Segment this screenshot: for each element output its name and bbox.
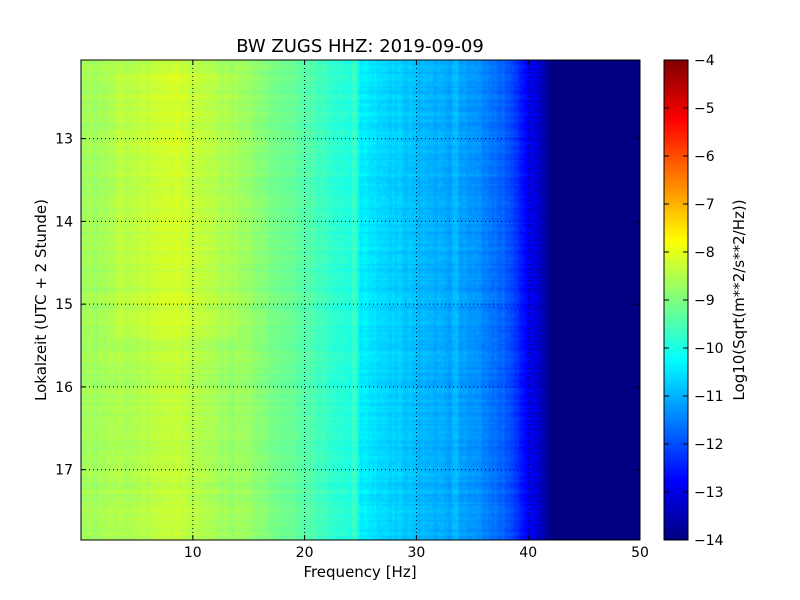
colorbar: −4 −5 −6 −7 −8 −9 −10 −11 −12 −13 −14	[663, 53, 724, 549]
colorbar-tick-label: −10	[694, 341, 724, 357]
x-axis-label: Frequency [Hz]	[303, 563, 416, 581]
colorbar-tick-label: −9	[694, 293, 715, 309]
chart-title: BW ZUGS HHZ: 2019-09-09	[236, 36, 484, 57]
plot-area: 10 20 30 40 50 13 14 15 16 17	[55, 59, 649, 561]
x-tick-label: 20	[296, 545, 314, 561]
plot-frame	[80, 59, 641, 541]
colorbar-tick-label: −8	[694, 245, 715, 261]
y-tick-label: 16	[55, 380, 73, 396]
y-tick-label: 17	[55, 463, 73, 479]
y-axis-ticks: 13 14 15 16 17	[55, 132, 640, 479]
y-axis-label: Lokalzeit (UTC + 2 Stunde)	[32, 199, 50, 401]
colorbar-tick-label: −13	[694, 485, 724, 501]
colorbar-tick-label: −11	[694, 389, 724, 405]
colorbar-tick-label: −7	[694, 197, 715, 213]
colorbar-tick-label: −4	[694, 53, 715, 69]
x-axis-ticks: 10 20 30 40 50	[184, 60, 649, 561]
y-tick-label: 13	[55, 132, 73, 148]
colorbar-label: Log10(Sqrt(m**2/s**2/Hz))	[730, 199, 748, 400]
x-tick-label: 10	[184, 545, 202, 561]
x-tick-label: 50	[631, 545, 649, 561]
y-tick-label: 14	[55, 214, 73, 230]
colorbar-tick-label: −6	[694, 149, 715, 165]
x-tick-label: 40	[519, 545, 537, 561]
grid-lines	[81, 60, 640, 540]
y-tick-label: 15	[55, 297, 73, 313]
colorbar-ticks: −4 −5 −6 −7 −8 −9 −10 −11 −12 −13 −14	[664, 53, 724, 549]
colorbar-tick-label: −5	[694, 101, 715, 117]
colorbar-tick-label: −12	[694, 437, 724, 453]
x-tick-label: 30	[407, 545, 425, 561]
colorbar-tick-label: −14	[694, 533, 724, 549]
spectrogram-heatmap	[81, 60, 640, 540]
